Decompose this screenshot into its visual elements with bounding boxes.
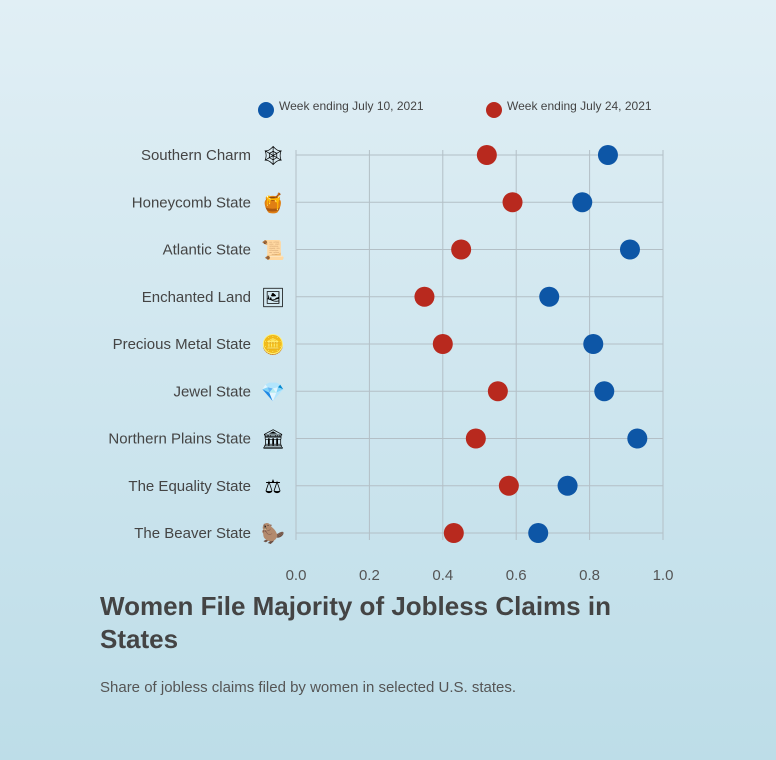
legend-marker (258, 102, 274, 118)
data-point-series-1 (539, 286, 560, 307)
category-icons: 🕸 🍯 📜 🖼 🪙 💎 🏛 ⚖ 🦫 (261, 145, 285, 545)
x-tick-label: 1.0 (653, 567, 674, 584)
data-point-series-1 (528, 523, 549, 543)
category-label: Jewel State (173, 383, 251, 400)
x-tick-label: 0.2 (359, 567, 380, 584)
data-point-series-2 (498, 475, 519, 496)
category-label: Northern Plains State (108, 431, 251, 448)
spiderweb-icon: 🕸 (261, 145, 285, 167)
grid (295, 150, 664, 540)
equality-badge-icon: ⚖ (264, 476, 281, 498)
legend-label: Week ending July 24, 2021 (507, 99, 652, 113)
data-point-series-2 (414, 286, 435, 307)
legend-marker (486, 102, 502, 118)
x-tick-label: 0.4 (432, 567, 453, 584)
category-label: Atlantic State (163, 242, 251, 259)
x-tick-label: 0.0 (286, 567, 307, 584)
data-point-series-1 (619, 239, 640, 260)
category-label: The Equality State (128, 478, 251, 495)
framed-picture-icon: 🖼 (261, 287, 285, 309)
category-label: Precious Metal State (113, 336, 251, 353)
data-point-series-1 (597, 145, 618, 165)
chart-subtitle: Share of jobless claims filed by women i… (100, 679, 517, 696)
gem-jar-icon: 💎 (261, 381, 285, 403)
data-point-series-2 (465, 428, 486, 449)
x-tick-label: 0.8 (579, 567, 600, 584)
category-label: Southern Charm (141, 147, 251, 164)
gold-bar-cart-icon: 🪙 (261, 333, 285, 356)
scroll-document-icon: 📜 (261, 240, 285, 262)
chart-title: Women File Majority of Jobless Claims in… (100, 591, 611, 654)
x-tick-label: 0.6 (506, 567, 527, 584)
data-point-series-2 (432, 334, 453, 354)
capitol-building-icon: 🏛 (261, 429, 285, 451)
data-point-series-1 (572, 192, 593, 213)
beaver-icon: 🦫 (261, 522, 285, 545)
data-point-series-1 (627, 428, 648, 449)
data-point-series-2 (451, 239, 472, 260)
category-label: The Beaver State (134, 525, 251, 542)
data-point-series-2 (487, 381, 508, 402)
data-point-series-1 (583, 334, 604, 354)
category-label: Honeycomb State (132, 194, 251, 211)
data-points (414, 145, 648, 543)
legend: Week ending July 10, 2021 Week ending Jul… (258, 99, 652, 118)
legend-label: Week ending July 10, 2021 (279, 99, 424, 113)
data-point-series-2 (502, 192, 523, 213)
category-labels: Southern Charm Honeycomb State Atlantic St… (108, 147, 251, 542)
dot-plot-chart: Week ending July 10, 2021 Week ending Jul… (108, 99, 674, 584)
x-axis-ticks: 0.0 0.2 0.4 0.6 0.8 1.0 (286, 567, 674, 584)
data-point-series-2 (443, 523, 464, 543)
data-point-series-1 (557, 475, 578, 496)
data-point-series-2 (476, 145, 497, 165)
honeycomb-icon: 🍯 (261, 191, 285, 214)
category-label: Enchanted Land (142, 289, 251, 306)
data-point-series-1 (594, 381, 615, 402)
